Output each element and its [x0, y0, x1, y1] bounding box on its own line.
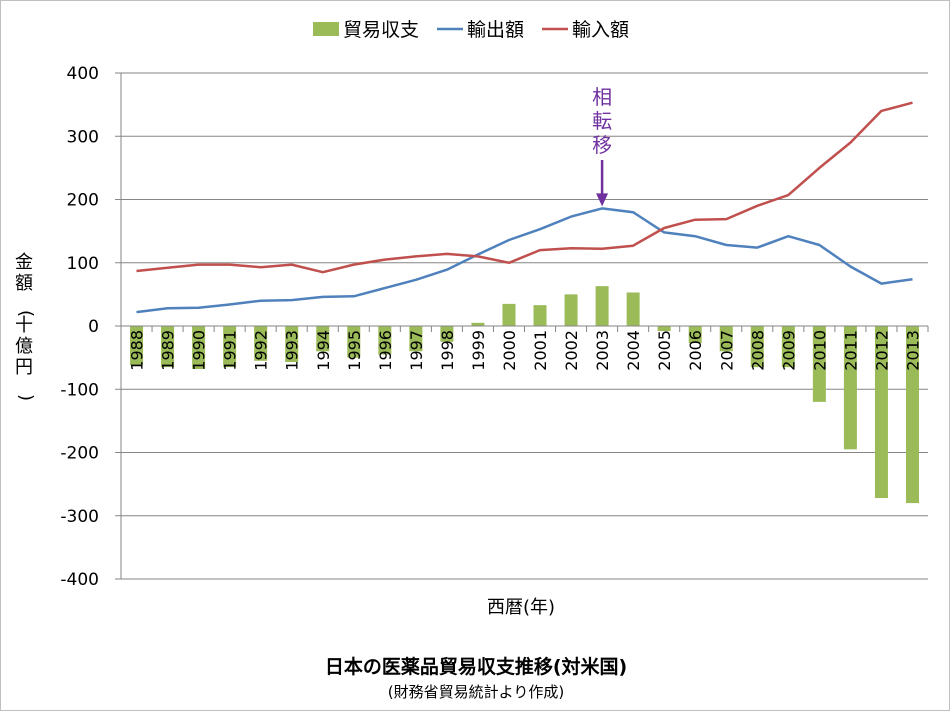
- y-tick-label: 0: [88, 317, 99, 337]
- y-tick-label: -100: [60, 380, 99, 400]
- x-tick-label: 1993: [283, 330, 302, 371]
- x-tick-label: 2010: [810, 330, 829, 371]
- legend: 貿易収支 輸出額 輸入額: [313, 19, 629, 41]
- bar-1992: [254, 326, 268, 361]
- x-tick-label: 2001: [531, 330, 550, 371]
- bar-1998: [440, 326, 454, 342]
- x-tick-label: 2004: [624, 330, 643, 371]
- bar-2003: [595, 286, 609, 326]
- bar-2001: [533, 305, 547, 326]
- bar-2002: [564, 294, 578, 326]
- y-tick-label: 100: [67, 254, 99, 274]
- chart-title: 日本の医薬品貿易収支推移(対米国): [325, 655, 627, 678]
- y-tick-label: 300: [67, 127, 99, 147]
- bar-1991: [223, 326, 237, 368]
- bar-2011: [843, 326, 857, 450]
- line-series: [136, 101, 913, 314]
- x-tick-label: 2002: [562, 330, 581, 371]
- gridlines: [121, 72, 928, 580]
- x-tick-label: 2013: [903, 330, 922, 371]
- x-tick-label: 1999: [469, 330, 488, 371]
- bar-2007: [719, 326, 733, 352]
- axes: 400 300 200 100 0 -100 -200 -300 -400 金額(十億円) 1988…: [15, 64, 929, 590]
- bar-1996: [378, 326, 392, 355]
- y-tick-label: -200: [60, 444, 99, 464]
- legend-swatch-貿易収支: [313, 22, 339, 36]
- line-series-輸入額: [136, 101, 913, 274]
- bar-2005: [657, 326, 671, 332]
- x-tick-label: 1991: [221, 330, 240, 371]
- y-tick-label: 200: [67, 191, 99, 211]
- bar-series: [130, 286, 919, 504]
- x-tick-label: 1992: [252, 330, 271, 371]
- annotation: 相転移: [592, 85, 612, 207]
- bar-2008: [750, 326, 764, 368]
- y-tick-label: -400: [60, 570, 99, 590]
- bar-1997: [409, 326, 423, 352]
- x-tick-label: 1990: [190, 330, 209, 371]
- x-tick-label: 2008: [748, 330, 767, 371]
- annotation-label: 相転移: [592, 85, 612, 157]
- bar-1988: [130, 326, 144, 366]
- x-tick-label: 1997: [407, 330, 426, 371]
- x-tick-label: 2000: [500, 330, 519, 371]
- bar-1989: [161, 326, 175, 368]
- x-tick-label: 2011: [841, 330, 860, 371]
- bar-1995: [347, 326, 361, 358]
- x-tick-label: 1996: [376, 330, 395, 371]
- bar-2009: [781, 326, 795, 368]
- x-tick-label: 1994: [314, 330, 333, 371]
- x-tick-label: 2007: [717, 330, 736, 371]
- x-tick-label: 2005: [655, 330, 674, 371]
- x-tick-label: 2006: [686, 330, 705, 371]
- bar-2000: [502, 303, 516, 326]
- bar-1994: [316, 326, 330, 352]
- x-tick-label: 1998: [438, 330, 457, 371]
- x-tick-label: 1989: [159, 330, 178, 371]
- chart-subtitle: (財務省貿易統計より作成): [388, 683, 564, 701]
- x-tick-label: 1988: [128, 330, 147, 371]
- y-tick-label: 400: [67, 64, 99, 84]
- bar-2004: [626, 292, 640, 326]
- legend-label-輸入額: 輸入額: [572, 19, 629, 41]
- bar-2006: [688, 326, 702, 344]
- y-tick-label: -300: [60, 507, 99, 527]
- line-series-輸出額: [136, 207, 913, 314]
- bar-1993: [285, 326, 299, 363]
- x-axis-title: 西暦(年): [487, 597, 555, 618]
- bar-1999: [471, 322, 485, 326]
- y-axis-title: 金額(十億円): [15, 252, 36, 401]
- annotation-arrow-head: [596, 193, 609, 207]
- bar-2013: [905, 326, 919, 504]
- bar-1990: [192, 326, 206, 370]
- bar-2012: [874, 326, 888, 499]
- x-tick-label: 2003: [593, 330, 612, 371]
- legend-label-輸出額: 輸出額: [467, 19, 524, 41]
- x-tick-label: 2009: [779, 330, 798, 371]
- x-tick-label: 1995: [345, 330, 364, 371]
- legend-label-貿易収支: 貿易収支: [343, 19, 419, 41]
- bar-2010: [812, 326, 826, 402]
- x-tick-label: 2012: [872, 330, 891, 371]
